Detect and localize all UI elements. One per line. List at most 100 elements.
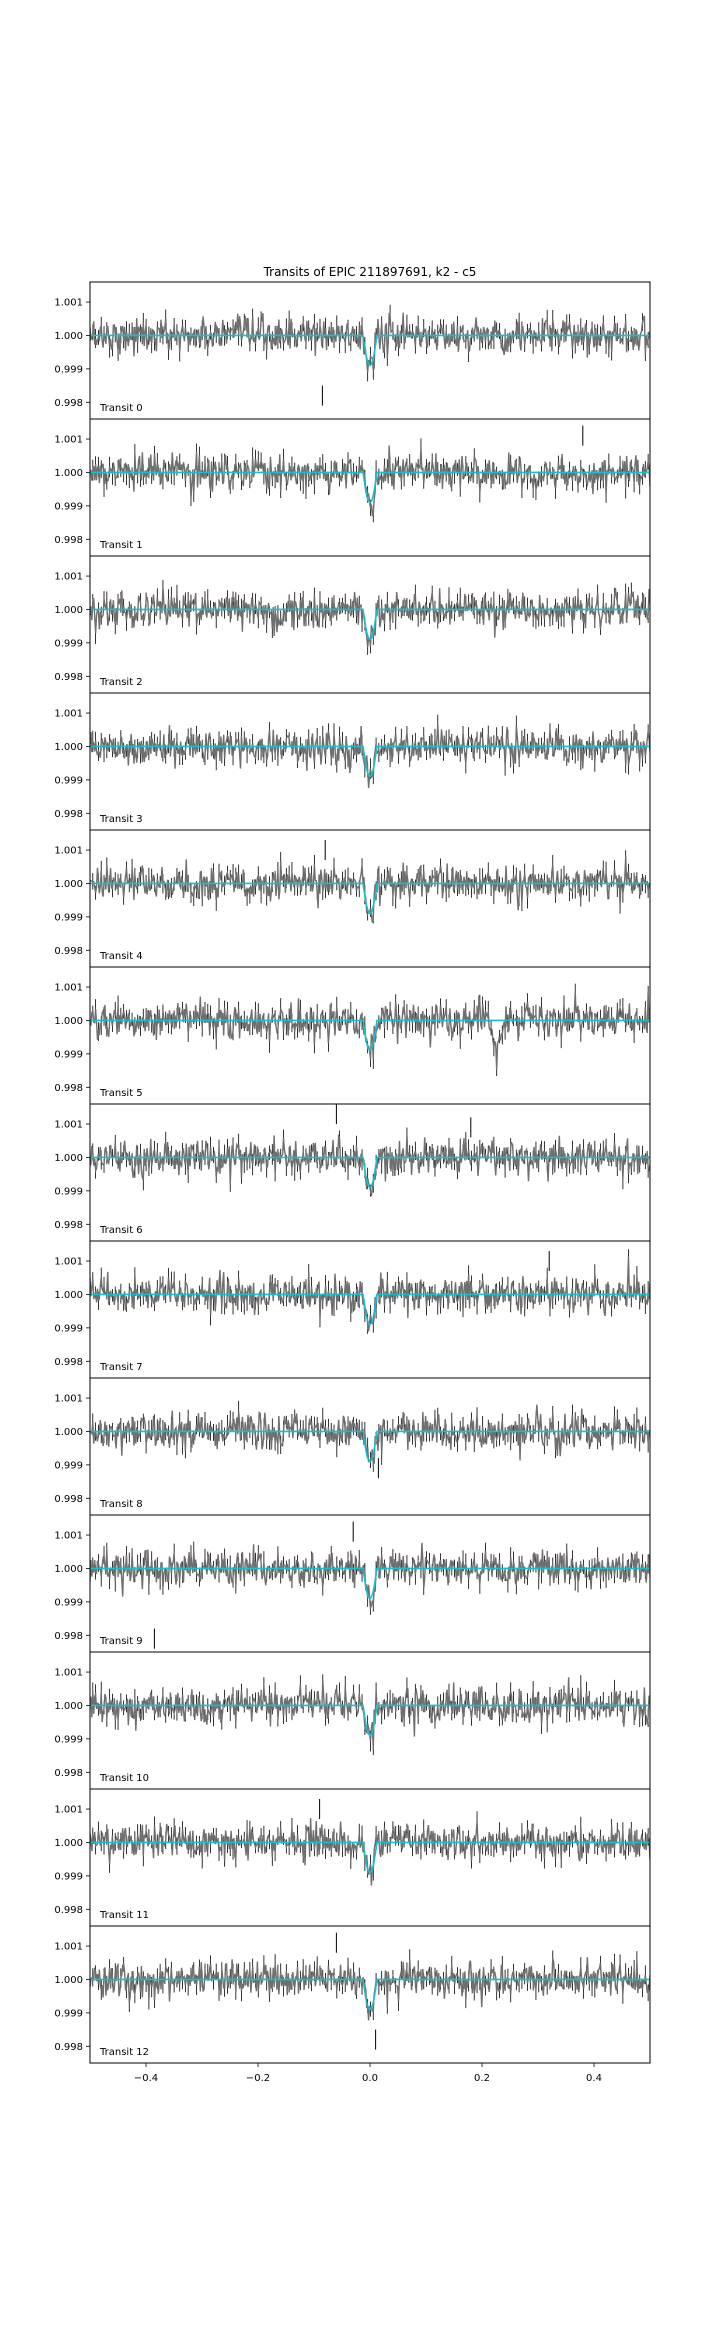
y-tick-label: 0.998 (54, 946, 83, 957)
y-tick-label: 1.001 (54, 709, 83, 720)
y-tick-label: 1.001 (54, 1120, 83, 1131)
x-tick-label: 0.4 (586, 2073, 602, 2084)
error-bars (90, 983, 649, 1077)
y-tick-label: 1.001 (54, 983, 83, 994)
panel-label: Transit 10 (99, 1773, 149, 1784)
flux-series-line (90, 1957, 650, 2021)
transit-panel: 1.001 1.000 0.999 0.998 Transit 1 (54, 418, 651, 557)
panel-label: Transit 1 (99, 540, 143, 551)
transit-model-line (90, 1841, 650, 1874)
panel-plot-area (90, 1104, 650, 1197)
transit-panel: 1.001 1.000 0.999 0.998 Transit 4 (54, 829, 651, 968)
y-tick-label: 1.001 (54, 1531, 83, 1542)
y-tick-label: 0.999 (54, 501, 83, 512)
panel-frame (89, 1788, 651, 1927)
y-tick-label: 0.998 (54, 1494, 83, 1505)
flux-series-line (90, 587, 650, 648)
flux-series-line (90, 1677, 650, 1750)
transit-panel: 1.001 1.000 0.999 0.998 Transit 9 (54, 1514, 651, 1653)
y-tick-label: 0.999 (54, 775, 83, 786)
y-tick-label: 1.000 (54, 1975, 83, 1986)
flux-series-line (90, 312, 650, 373)
y-tick-label: 1.000 (54, 1701, 83, 1712)
transit-panel: 1.001 1.000 0.999 0.998 Transit 2 (54, 555, 651, 694)
y-tick-label: 1.001 (54, 846, 83, 857)
y-tick-label: 1.000 (54, 1838, 83, 1849)
panel-label: Transit 6 (99, 1225, 143, 1236)
panel-frame (89, 418, 651, 557)
transit-panel: 1.001 1.000 0.999 0.998 Transit 6 (54, 1103, 651, 1242)
y-tick-label: 0.999 (54, 912, 83, 923)
error-bars (90, 304, 649, 382)
y-tick-label: 1.000 (54, 331, 83, 342)
panel-plot-area (90, 304, 650, 406)
x-tick-label: 0.0 (362, 2073, 378, 2084)
panel-plot-area (90, 1674, 650, 1756)
y-tick-label: 0.998 (54, 1768, 83, 1779)
y-tick-label: 1.001 (54, 1394, 83, 1405)
panel-label: Transit 12 (99, 2047, 149, 2058)
y-tick-label: 1.001 (54, 298, 83, 309)
y-tick-label: 1.001 (54, 435, 83, 446)
transit-model-line (90, 471, 650, 504)
panel-frame (89, 1377, 651, 1516)
transit-model-line (90, 1978, 650, 2011)
transit-panel: 1.001 1.000 0.999 0.998 Transit 8 (54, 1377, 651, 1516)
panel-frame (89, 1103, 651, 1242)
transit-panel: 1.001 1.000 0.999 0.998 Transit 3 (54, 692, 651, 831)
transit-panel: 1.001 1.000 0.999 0.998 Transit 10 (54, 1651, 651, 1790)
y-tick-label: 1.000 (54, 1290, 83, 1301)
panel-plot-area (90, 1521, 650, 1649)
panel-frame (89, 692, 651, 831)
flux-series-line (90, 856, 650, 923)
panel-plot-area (90, 983, 650, 1077)
transit-panel: 1.001 1.000 0.999 0.998 Transit 7 (54, 1240, 651, 1379)
y-tick-label: 0.998 (54, 1357, 83, 1368)
panel-frame (89, 1514, 651, 1653)
y-tick-label: 0.999 (54, 1460, 83, 1471)
y-tick-label: 1.000 (54, 605, 83, 616)
transit-model-line (90, 1019, 650, 1052)
panel-label: Transit 9 (99, 1636, 143, 1647)
y-tick-label: 0.999 (54, 638, 83, 649)
y-tick-label: 0.999 (54, 1186, 83, 1197)
panel-plot-area (90, 1400, 650, 1479)
transit-panel: 1.001 1.000 0.999 0.998 Transit 0 (54, 281, 651, 420)
x-tick-label: −0.2 (246, 2073, 270, 2084)
y-tick-label: 1.000 (54, 1016, 83, 1027)
panel-plot-area (90, 714, 650, 789)
panel-frame (89, 1925, 651, 2064)
y-tick-label: 1.000 (54, 1153, 83, 1164)
transit-model-line (90, 608, 650, 641)
flux-series-line (90, 992, 650, 1070)
panel-plot-area (90, 1932, 650, 2050)
panel-label: Transit 5 (99, 1088, 143, 1099)
panel-label: Transit 2 (99, 677, 143, 688)
flux-series-line (90, 1818, 650, 1886)
transit-panel: 1.001 1.000 0.999 0.998 Transit 5 (54, 966, 651, 1105)
y-tick-label: 1.001 (54, 1257, 83, 1268)
panel-label: Transit 11 (99, 1910, 149, 1921)
transit-model-line (90, 1293, 650, 1326)
error-bars (90, 1674, 649, 1756)
panel-frame (89, 555, 651, 694)
y-tick-label: 0.999 (54, 1323, 83, 1334)
y-tick-label: 0.998 (54, 398, 83, 409)
y-tick-label: 1.000 (54, 468, 83, 479)
transit-model-line (90, 334, 650, 367)
transit-model-line (90, 1156, 650, 1189)
y-tick-label: 0.999 (54, 1597, 83, 1608)
y-tick-label: 0.999 (54, 1734, 83, 1745)
y-tick-label: 0.998 (54, 2042, 83, 2053)
y-tick-label: 1.000 (54, 1564, 83, 1575)
panel-plot-area (90, 580, 650, 655)
panel-label: Transit 3 (99, 814, 143, 825)
panel-frame (89, 1240, 651, 1379)
transit-model-line (90, 1430, 650, 1463)
x-tick-label: −0.4 (134, 2073, 158, 2084)
chart-title: Transits of EPIC 211897691, k2 - c5 (263, 265, 477, 279)
y-tick-label: 0.998 (54, 535, 83, 546)
panel-frame (89, 829, 651, 968)
transit-model-line (90, 882, 650, 915)
